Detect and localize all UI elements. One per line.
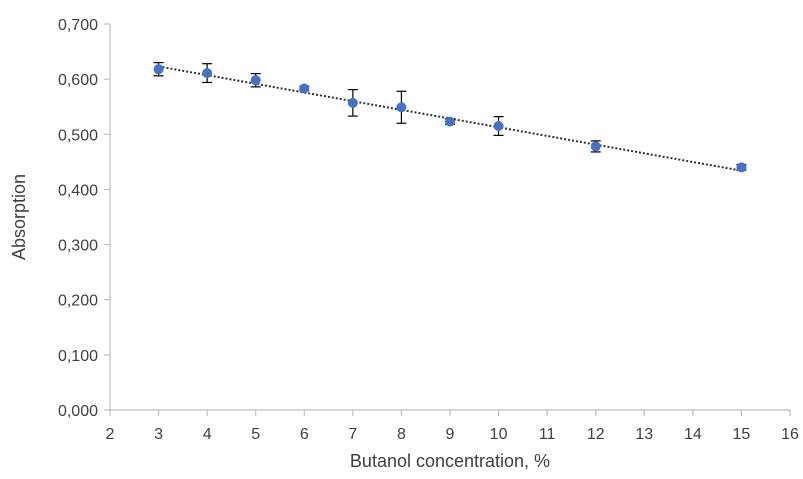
y-tick-label: 0,200 [58, 293, 98, 310]
data-point [396, 102, 407, 113]
x-tick-label: 6 [300, 426, 309, 443]
x-tick-label: 4 [203, 426, 212, 443]
x-tick-label: 9 [446, 426, 455, 443]
y-tick-label: 0,500 [58, 127, 98, 144]
data-point [736, 162, 747, 173]
data-point [445, 116, 455, 127]
x-tick-label: 14 [684, 426, 702, 443]
x-tick-label: 13 [635, 426, 653, 443]
x-tick-label: 5 [251, 426, 260, 443]
y-axis-title: Absorption [9, 174, 29, 260]
data-point [250, 75, 261, 86]
data-point [590, 141, 601, 152]
x-tick-label: 11 [539, 426, 556, 443]
x-tick-label: 2 [106, 426, 115, 443]
x-tick-label: 12 [587, 426, 605, 443]
x-tick-label: 3 [154, 426, 163, 443]
y-tick-label: 0,000 [58, 403, 98, 420]
data-points [153, 64, 747, 173]
data-point [153, 64, 164, 75]
y-tick-label: 0,600 [58, 72, 98, 89]
x-tick-label: 10 [490, 426, 508, 443]
x-tick-label: 8 [397, 426, 406, 443]
y-tick-label: 0,400 [58, 182, 98, 199]
x-tick-label: 16 [781, 426, 799, 443]
y-tick-label: 0,300 [58, 238, 98, 255]
data-point [347, 97, 358, 108]
x-tick-labels: 2 3 4 5 6 7 8 9 10 11 12 13 14 15 16 [106, 410, 799, 443]
data-point [493, 121, 504, 132]
data-point [202, 68, 213, 79]
error-bars [153, 61, 747, 171]
y-tick-label: 0,100 [58, 348, 98, 365]
data-point [299, 83, 310, 94]
x-tick-label: 15 [733, 426, 751, 443]
x-tick-label: 7 [348, 426, 357, 443]
y-tick-label: 0,700 [58, 17, 98, 34]
y-tick-labels: 0,000 0,100 0,200 0,300 0,400 0,500 0,600 0,700 [58, 17, 110, 420]
x-axis-title: Butanol concentration, % [350, 451, 550, 471]
